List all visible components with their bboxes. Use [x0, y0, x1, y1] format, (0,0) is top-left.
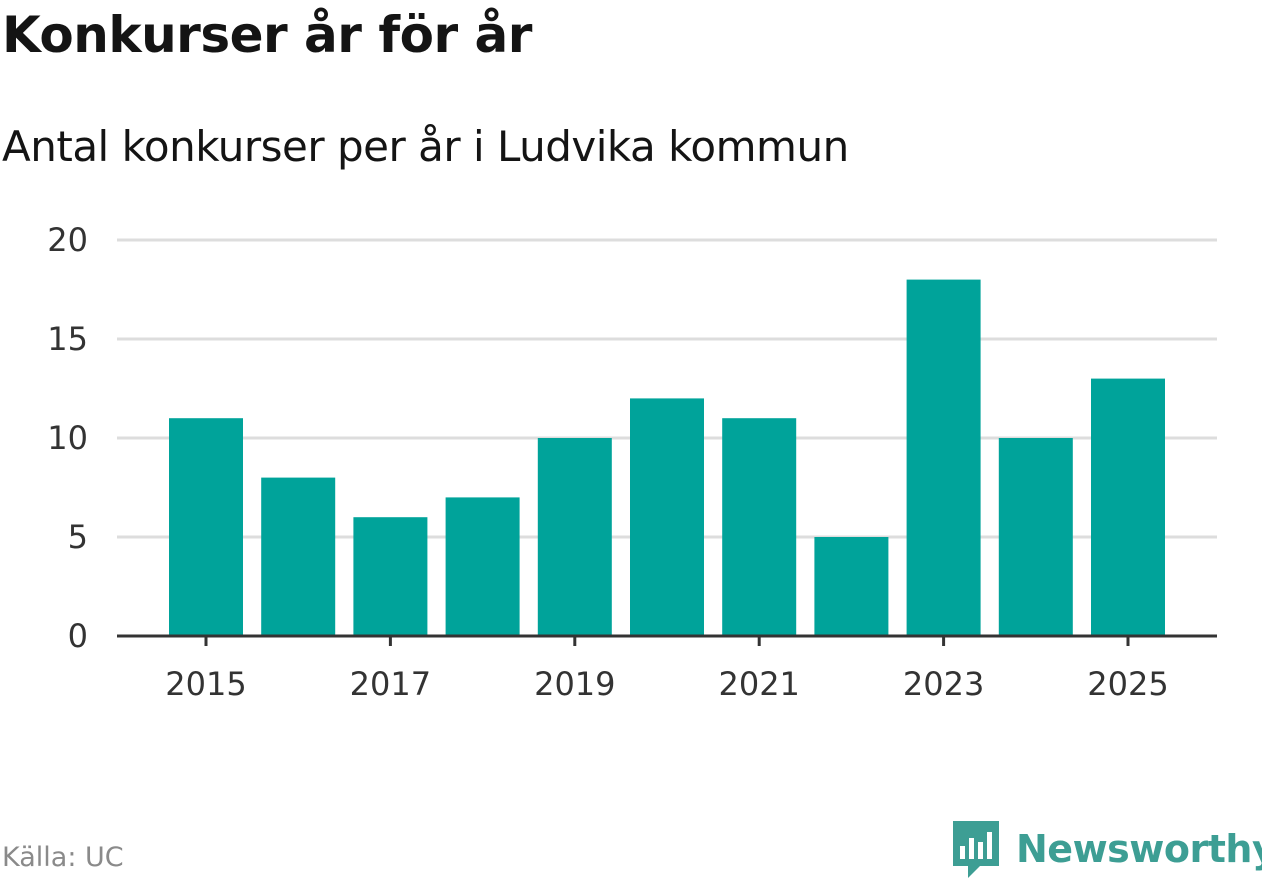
source-note: Källa: UC: [2, 842, 124, 873]
y-tick-label: 0: [68, 617, 88, 655]
x-tick-label: 2023: [903, 665, 984, 703]
bar-chart: 0 5 10 15 20 2015 2017 2019 2021 2023 2025: [47, 221, 1217, 703]
y-tick-label: 5: [68, 518, 88, 556]
x-tick-label: 2021: [718, 665, 799, 703]
chart-title: Konkurser år för år: [2, 6, 532, 64]
x-tick-label: 2015: [165, 665, 246, 703]
y-tick-label: 20: [47, 221, 88, 259]
bar-2021: [722, 418, 797, 636]
chart-subtitle: Antal konkurser per år i Ludvika kommun: [2, 122, 849, 171]
y-tick-label: 15: [47, 320, 88, 358]
x-axis: [117, 634, 1217, 646]
bar-2023: [906, 279, 981, 636]
brand-logo: Newsworthy: [950, 818, 1262, 880]
bar-2020: [630, 398, 704, 636]
bar-2016: [261, 477, 336, 636]
bar-2019: [537, 438, 612, 636]
y-axis-labels: 0 5 10 15 20: [47, 221, 88, 655]
bar-2025: [1091, 378, 1165, 636]
y-tick-label: 10: [47, 419, 88, 457]
bar-2018: [445, 497, 520, 636]
x-tick-label: 2025: [1087, 665, 1168, 703]
bar-2015: [169, 418, 243, 636]
brand-name: Newsworthy: [1016, 827, 1262, 871]
bars: [169, 279, 1165, 636]
x-tick-label: 2017: [350, 665, 431, 703]
bar-2017: [353, 517, 428, 636]
newsworthy-logo-icon: [953, 821, 999, 878]
x-tick-label: 2019: [534, 665, 615, 703]
bar-2024: [998, 438, 1073, 636]
bar-2022: [814, 537, 889, 636]
x-axis-labels: 2015 2017 2019 2021 2023 2025: [165, 665, 1168, 703]
